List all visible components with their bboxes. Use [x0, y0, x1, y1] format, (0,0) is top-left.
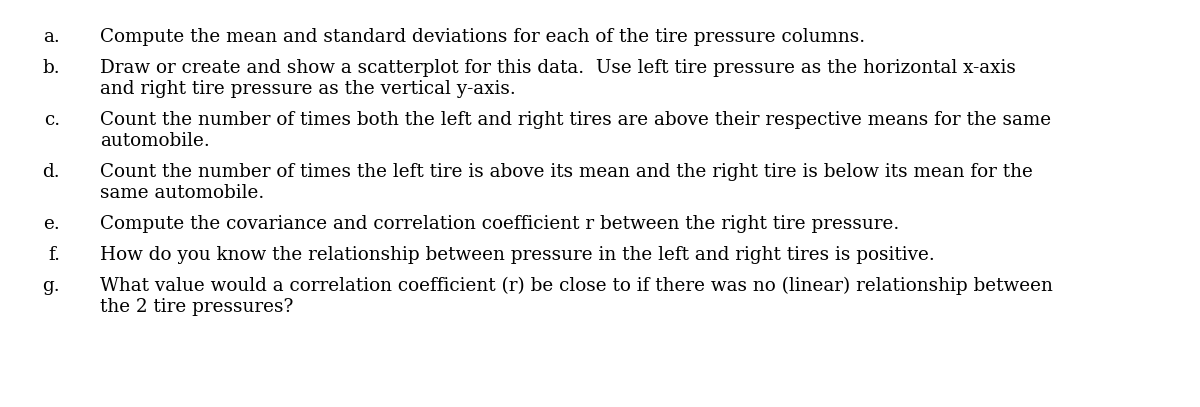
Text: and right tire pressure as the vertical y-axis.: and right tire pressure as the vertical …	[100, 80, 516, 98]
Text: b.: b.	[42, 59, 60, 77]
Text: Compute the mean and standard deviations for each of the tire pressure columns.: Compute the mean and standard deviations…	[100, 28, 865, 46]
Text: f.: f.	[48, 246, 60, 264]
Text: the 2 tire pressures?: the 2 tire pressures?	[100, 298, 293, 316]
Text: g.: g.	[42, 277, 60, 295]
Text: What value would a correlation coefficient (r) be close to if there was no (line: What value would a correlation coefficie…	[100, 277, 1052, 295]
Text: Count the number of times both the left and right tires are above their respecti: Count the number of times both the left …	[100, 111, 1051, 129]
Text: c.: c.	[44, 111, 60, 129]
Text: Count the number of times the left tire is above its mean and the right tire is : Count the number of times the left tire …	[100, 163, 1033, 181]
Text: Draw or create and show a scatterplot for this data.  Use left tire pressure as : Draw or create and show a scatterplot fo…	[100, 59, 1016, 77]
Text: same automobile.: same automobile.	[100, 184, 264, 202]
Text: How do you know the relationship between pressure in the left and right tires is: How do you know the relationship between…	[100, 246, 935, 264]
Text: Compute the covariance and correlation coefficient r between the right tire pres: Compute the covariance and correlation c…	[100, 215, 899, 233]
Text: automobile.: automobile.	[100, 132, 210, 150]
Text: d.: d.	[42, 163, 60, 181]
Text: a.: a.	[43, 28, 60, 46]
Text: e.: e.	[43, 215, 60, 233]
